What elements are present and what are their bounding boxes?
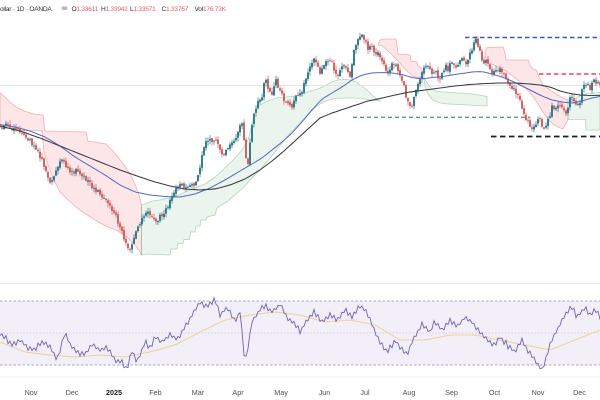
svg-text:Mar: Mar [192,388,205,397]
svg-text:Dec: Dec [66,388,79,397]
svg-text:Jul: Jul [360,388,370,397]
svg-text:Feb: Feb [149,388,161,397]
svg-text:Nov: Nov [25,388,38,397]
svg-text:Nov: Nov [532,388,545,397]
svg-text:Oct: Oct [489,388,500,397]
svg-text:Sep: Sep [445,388,458,397]
svg-text:Jun: Jun [319,388,331,397]
svg-text:Apr: Apr [232,388,244,397]
svg-text:May: May [274,388,288,397]
svg-text:Aug: Aug [403,388,416,397]
svg-text:Dec: Dec [573,388,586,397]
svg-text:2025: 2025 [106,388,122,397]
